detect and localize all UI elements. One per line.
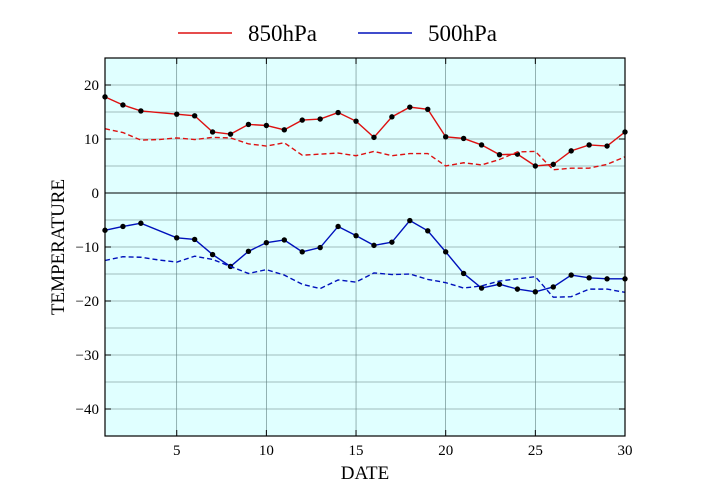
y-tick-label: −40	[76, 402, 99, 418]
data-point	[514, 286, 521, 292]
data-point	[245, 121, 252, 128]
data-point	[209, 129, 216, 135]
data-point	[532, 163, 539, 169]
x-tick-label: 15	[349, 443, 364, 459]
data-point	[227, 131, 234, 137]
data-point	[460, 270, 467, 277]
data-point	[209, 251, 216, 258]
data-point	[496, 281, 503, 287]
tick-labels: 5 10 15 20 25 30 20 10 0 −10 −20 −30 −40	[76, 78, 633, 459]
data-point	[460, 135, 467, 142]
data-point	[353, 232, 359, 239]
data-point	[478, 285, 485, 291]
data-point	[191, 113, 198, 119]
y-tick-label: 10	[84, 132, 99, 148]
data-point	[191, 236, 198, 243]
data-point	[263, 122, 270, 129]
data-point	[407, 104, 413, 110]
data-point	[138, 108, 144, 114]
data-point	[586, 142, 592, 148]
legend-label-850hpa: 850hPa	[248, 21, 317, 46]
data-point	[371, 134, 377, 141]
series-line-4	[104, 255, 626, 298]
data-point	[478, 142, 485, 148]
data-point	[138, 220, 144, 226]
data-point	[568, 272, 574, 278]
data-point	[407, 217, 413, 224]
x-tick-label: 10	[259, 443, 274, 459]
data-point	[425, 228, 431, 234]
data-point	[550, 284, 556, 290]
data-point	[371, 242, 377, 249]
x-tick-label: 20	[438, 443, 453, 459]
tick-marks	[105, 58, 626, 436]
data-point	[335, 109, 341, 116]
data-point	[299, 249, 305, 255]
y-tick-label: −10	[76, 240, 99, 256]
y-axis-title: TEMPERATURE	[48, 179, 69, 315]
legend: 850hPa 500hPa	[178, 21, 497, 46]
data-point	[263, 239, 270, 246]
data-point	[568, 148, 574, 154]
data-point	[389, 239, 395, 245]
legend-label-500hpa: 500hPa	[428, 21, 497, 46]
data-point	[532, 289, 539, 295]
y-tick-label: 0	[92, 186, 100, 202]
data-point	[550, 161, 556, 168]
data-point	[120, 223, 126, 230]
data-point	[442, 134, 449, 140]
data-point	[335, 223, 341, 230]
data-point	[174, 235, 180, 241]
data-point	[353, 118, 359, 124]
data-point	[317, 116, 323, 122]
series-line-2	[104, 128, 626, 171]
data-point	[281, 237, 288, 243]
data-point	[496, 151, 503, 158]
data-point	[120, 102, 126, 108]
data-point	[281, 127, 288, 133]
data-point	[586, 275, 592, 281]
x-tick-label: 5	[173, 443, 181, 459]
y-tick-label: 20	[84, 78, 99, 94]
data-point	[604, 276, 610, 282]
data-point	[604, 143, 610, 149]
data-point	[389, 114, 395, 120]
gridlines	[105, 58, 625, 436]
data-point	[317, 244, 323, 251]
data-point	[299, 117, 305, 123]
data-point	[174, 111, 180, 117]
y-tick-label: −30	[76, 348, 99, 364]
data-point	[245, 248, 252, 255]
x-axis-title: DATE	[341, 463, 390, 484]
data-point	[425, 106, 431, 113]
y-tick-label: −20	[76, 294, 99, 310]
data-point	[442, 249, 449, 255]
x-tick-label: 30	[618, 443, 633, 459]
x-tick-label: 25	[528, 443, 543, 459]
